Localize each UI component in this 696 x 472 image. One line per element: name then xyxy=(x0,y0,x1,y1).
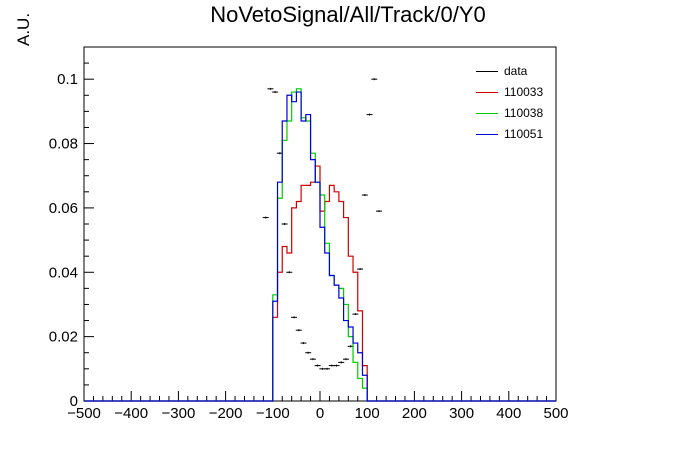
x-tick-label: 300 xyxy=(449,405,474,422)
y-axis-label: A.U. xyxy=(14,12,33,46)
y-tick-label: 0.08 xyxy=(49,136,78,153)
legend-swatch-110033 xyxy=(476,92,498,93)
x-tick-label: 400 xyxy=(496,405,521,422)
legend-swatch-110051 xyxy=(476,134,498,135)
legend-item-110038: 110038 xyxy=(470,104,580,125)
legend-item-110033: 110033 xyxy=(470,83,580,104)
x-tick-label: 500 xyxy=(543,405,568,422)
x-tick-label: −200 xyxy=(209,405,243,422)
chart-title: NoVetoSignal/All/Track/0/Y0 xyxy=(210,2,486,27)
y-tick-label: 0.1 xyxy=(57,71,78,88)
y-tick-label: 0.06 xyxy=(49,200,78,217)
y-tick-label: 0 xyxy=(70,393,78,410)
x-tick-label: −100 xyxy=(256,405,290,422)
x-tick-label: 100 xyxy=(355,405,380,422)
legend: data 110033 110038 110051 xyxy=(470,62,580,146)
legend-label-110051: 110051 xyxy=(504,127,544,141)
series-110051-line xyxy=(84,91,556,402)
y-tick-label: 0.04 xyxy=(49,264,78,281)
x-tick-label: −400 xyxy=(114,405,148,422)
x-tick-label: −500 xyxy=(67,405,101,422)
x-tick-label: 200 xyxy=(402,405,427,422)
legend-label-data: data xyxy=(504,64,528,78)
y-tick-label: 0.02 xyxy=(49,329,78,346)
legend-item-data: data xyxy=(470,62,580,83)
legend-label-110038: 110038 xyxy=(504,106,544,120)
legend-label-110033: 110033 xyxy=(504,85,544,99)
legend-swatch-110038 xyxy=(476,113,498,114)
legend-swatch-data xyxy=(476,71,498,72)
x-tick-label: 0 xyxy=(316,405,324,422)
legend-item-110051: 110051 xyxy=(470,125,580,146)
x-tick-label: −300 xyxy=(162,405,196,422)
